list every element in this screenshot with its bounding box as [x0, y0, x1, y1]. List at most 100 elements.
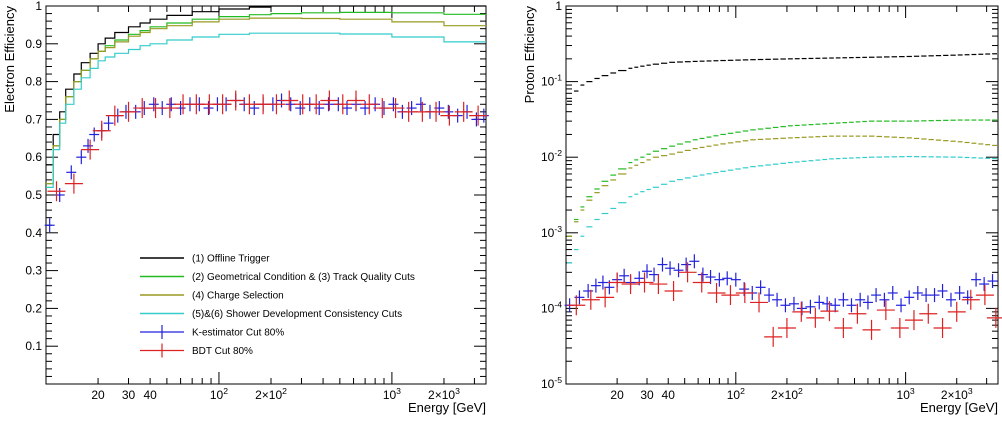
data-point — [896, 298, 907, 313]
data-point — [937, 283, 948, 298]
series-line — [46, 5, 486, 166]
series-line — [46, 17, 486, 185]
legend-item-2-geometrical-condition-3-track-quality-cuts: (2) Geometrical Condition & (3) Track Qu… — [140, 272, 415, 283]
data-point — [681, 257, 692, 272]
data-point — [822, 296, 833, 311]
data-point — [796, 301, 807, 316]
data-point — [705, 270, 716, 285]
data-point — [912, 285, 923, 300]
data-point — [649, 274, 668, 295]
data-point — [160, 98, 179, 119]
data-point — [871, 288, 882, 303]
data-point — [755, 280, 766, 295]
data-point — [764, 326, 783, 347]
x-tick-label: 2×102 — [255, 386, 287, 402]
data-point — [904, 290, 915, 305]
data-point — [454, 101, 473, 122]
series-4-charge-selection — [46, 17, 486, 185]
series-1-offline-trigger — [46, 5, 486, 166]
data-point — [697, 267, 708, 282]
data-point — [226, 90, 245, 111]
x-tick-label: 20 — [610, 388, 624, 402]
data-point — [415, 97, 426, 112]
data-point — [750, 292, 769, 313]
data-point — [887, 285, 898, 300]
data-point — [590, 278, 601, 293]
y-tick-label: 0.1 — [25, 339, 42, 353]
data-point — [642, 264, 653, 279]
data-point — [89, 127, 100, 142]
data-point — [386, 98, 405, 119]
data-point — [119, 101, 138, 122]
data-point — [692, 272, 711, 293]
legend-item-4-charge-selection: (4) Charge Selection — [140, 291, 284, 302]
y-tick-label: 10-1 — [541, 73, 562, 89]
series-5-6-shower-development-consistency-cuts — [46, 32, 486, 188]
data-point — [947, 301, 966, 322]
data-point — [608, 272, 627, 293]
data-point — [307, 94, 326, 115]
series-1-offline-trigger — [567, 53, 997, 102]
y-tick-label: 0.4 — [25, 226, 42, 240]
legend: (1) Offline Trigger (2) Geometrical Condi… — [140, 254, 415, 358]
data-point — [855, 292, 866, 307]
y-tick-label: 0.6 — [25, 150, 42, 164]
data-point — [673, 263, 684, 278]
legend-item-5-6-shower-development-consistency-cuts: (5)&(6) Shower Development Consistency C… — [140, 309, 402, 320]
y-tick-label: 10-5 — [541, 375, 562, 391]
data-point — [929, 288, 940, 303]
plot-frame — [565, 5, 999, 385]
data-point — [333, 94, 352, 115]
data-point — [203, 101, 214, 116]
y-tick-label: 10-3 — [541, 224, 562, 240]
data-point — [92, 120, 111, 141]
y-tick-label: 1 — [555, 0, 562, 13]
y-tick-label: 0.5 — [25, 188, 42, 202]
x-tick-label: 40 — [143, 388, 157, 402]
legend-label: K-estimator Cut 80% — [192, 328, 284, 339]
y-tick-label: 0.8 — [25, 75, 42, 89]
data-point — [862, 295, 873, 310]
data-point — [64, 173, 83, 194]
data-point — [657, 257, 668, 272]
x-tick-label: 103 — [897, 386, 915, 402]
data-point — [621, 274, 640, 295]
data-point — [961, 289, 980, 310]
x-tick-label: 102 — [727, 386, 745, 402]
x-tick-label: 2×103 — [428, 386, 460, 402]
data-point — [848, 303, 867, 324]
series-k-estimator-cut-80 — [564, 254, 998, 316]
series-bdt-cut-80 — [567, 262, 1002, 347]
legend-item-k-estimator-cut-80: K-estimator Cut 80% — [140, 325, 284, 339]
data-point — [975, 285, 994, 306]
data-point — [921, 288, 932, 303]
x-tick-label: 102 — [210, 386, 228, 402]
data-point — [721, 285, 740, 306]
data-point — [664, 280, 683, 301]
data-point — [772, 292, 783, 307]
data-point — [945, 292, 956, 307]
legend-label: (2) Geometrical Condition & (3) Track Qu… — [192, 272, 415, 283]
data-point — [471, 112, 482, 127]
x-axis-title: Energy [GeV] — [408, 400, 486, 415]
x-tick-label: 30 — [640, 388, 654, 402]
x-axis-title: Energy [GeV] — [920, 400, 998, 415]
data-point — [714, 272, 725, 287]
legend-label: (1) Offline Trigger — [192, 254, 270, 265]
data-point — [954, 285, 965, 300]
data-point — [678, 262, 697, 283]
data-point — [581, 289, 600, 310]
data-point — [904, 310, 923, 331]
proton-efficiency-chart: 20 30 40 102 2×102 103 2×103 10-5 10-4 10-3 10-2 10… — [522, 0, 1002, 415]
series-4-charge-selection — [567, 135, 997, 237]
x-tick-label: 20 — [91, 388, 105, 402]
data-point — [735, 282, 754, 303]
data-point — [427, 101, 446, 122]
series-2-geometrical-condition-3-track-quality-cuts — [567, 119, 997, 237]
data-point — [47, 181, 66, 202]
y-tick-label: 10-2 — [541, 148, 562, 164]
legend-item-1-offline-trigger: (1) Offline Trigger — [140, 254, 270, 265]
data-point — [805, 299, 816, 314]
data-point — [76, 150, 87, 165]
data-point — [66, 165, 77, 180]
